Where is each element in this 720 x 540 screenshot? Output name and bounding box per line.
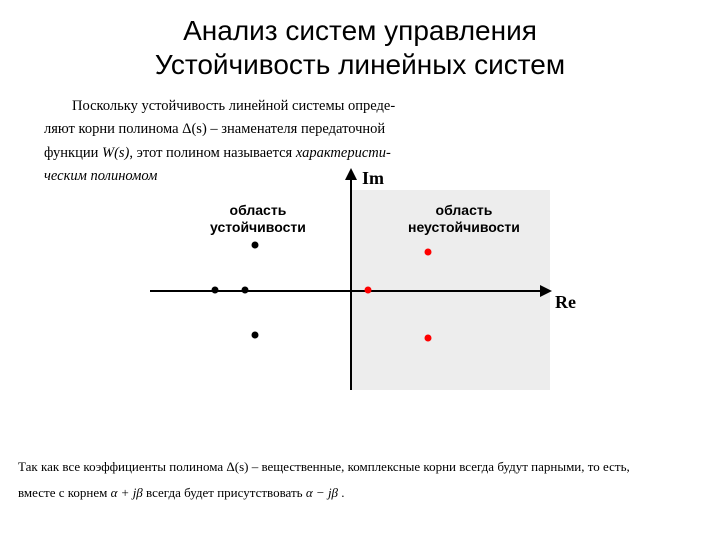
root-expression: α − jβ: [306, 485, 338, 500]
footer-text: – вещественные, комплексные корни всегда…: [248, 459, 629, 474]
footer-paragraph: Так как все коэффициенты полинома Δ(s) –…: [18, 454, 702, 506]
intro-text: функции: [44, 145, 102, 161]
stable-root-point: [242, 287, 249, 294]
unstable-root-point: [365, 287, 372, 294]
title-line-1: Анализ систем управления: [183, 15, 537, 46]
title-line-2: Устойчивость линейных систем: [155, 49, 565, 80]
intro-text: Поскольку устойчивость линейной системы …: [72, 98, 395, 114]
re-axis-label: Re: [555, 292, 576, 313]
im-axis-label: Im: [362, 168, 384, 189]
stable-root-point: [212, 287, 219, 294]
intro-text: , этот полином называется: [129, 145, 295, 161]
unstable-region-label: область неустойчивости: [408, 202, 520, 236]
unstable-root-point: [425, 335, 432, 342]
footer-text: вместе с корнем: [18, 485, 111, 500]
footer-text: всегда будет присутствовать: [143, 485, 306, 500]
intro-text: ляют корни полинома: [44, 121, 182, 137]
delta-symbol: Δ(s): [182, 121, 207, 137]
intro-emph: характеристи-: [296, 145, 391, 161]
footer-text: Так как все коэффициенты полинома: [18, 459, 226, 474]
stability-diagram: Im Re область устойчивости область неуст…: [150, 190, 550, 420]
intro-text: – знаменателя передаточной: [207, 121, 385, 137]
root-expression: α + jβ: [111, 485, 143, 500]
slide-title: Анализ систем управления Устойчивость ли…: [0, 0, 720, 81]
intro-emph: ческим полиномом: [44, 168, 157, 184]
stable-root-point: [252, 242, 259, 249]
unstable-root-point: [425, 249, 432, 256]
imaginary-axis: [350, 170, 352, 390]
w-function-symbol: W(s): [102, 145, 129, 161]
footer-text: .: [338, 485, 345, 500]
stable-region-label: область устойчивости: [210, 202, 306, 236]
delta-symbol: Δ(s): [226, 459, 248, 474]
stable-root-point: [252, 332, 259, 339]
